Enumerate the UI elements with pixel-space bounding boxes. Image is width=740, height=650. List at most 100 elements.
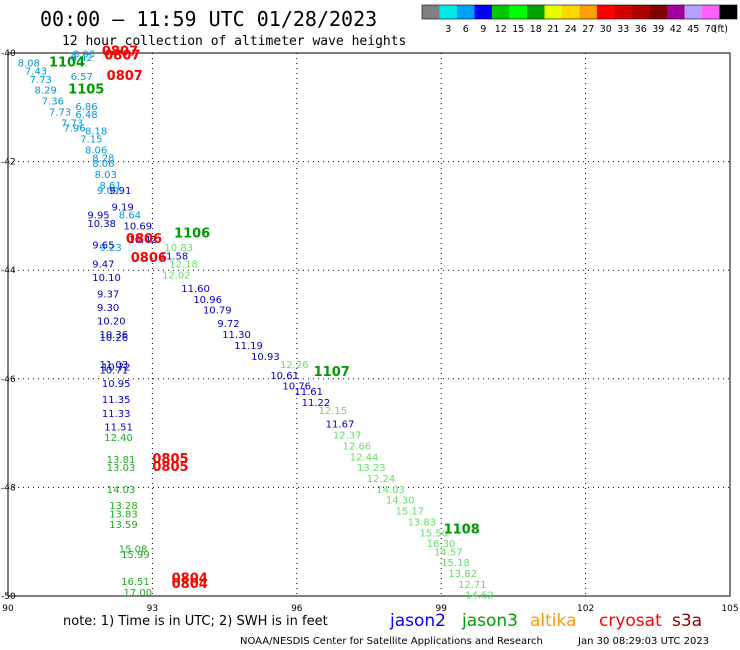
- swh-value: 13.28: [109, 501, 138, 512]
- colorbar-swatch: [649, 5, 667, 19]
- swh-value: 10.83: [164, 243, 193, 254]
- swh-value: 12.44: [350, 452, 379, 463]
- swh-value: 15.17: [395, 507, 424, 518]
- plot-frame: [7, 52, 731, 597]
- x-tick-label: 99: [435, 604, 447, 614]
- track-pass-label: 1108: [444, 523, 480, 538]
- swh-value: 10.93: [251, 352, 280, 363]
- track-pass-label: 0805: [152, 460, 188, 475]
- swh-value: 8.18: [85, 126, 107, 137]
- y-tick-label: -40: [1, 49, 16, 59]
- swh-value: 11.30: [222, 330, 251, 341]
- legend-cryosat: cryosat: [599, 611, 662, 631]
- track-pass-label: 0806: [126, 232, 162, 247]
- colorbar-label: 18: [530, 24, 542, 35]
- swh-value: 14.62: [465, 591, 494, 602]
- series-group: 10.6910.4211.5811.6010.9610.799.7211.301…: [124, 221, 355, 430]
- legend-jason3: jason3: [461, 611, 518, 631]
- track-pass-label: 0805: [152, 452, 188, 467]
- track-pass-label: 0807: [104, 49, 140, 64]
- chart-title: 00:00 – 11:59 UTC 01/28/2023: [40, 7, 377, 31]
- colorbar-label: 21: [547, 24, 559, 35]
- x-tick-label: 105: [721, 604, 738, 614]
- swh-value: 7.43: [25, 67, 47, 78]
- swh-value: 12.02: [162, 270, 191, 281]
- swh-value: 8.28: [92, 154, 114, 165]
- swh-value: 9.65: [92, 240, 114, 251]
- legend-altika: altika: [530, 611, 577, 631]
- swh-value: 11.58: [160, 251, 189, 262]
- swh-value: 11.33: [102, 409, 131, 420]
- swh-value: 9.19: [111, 202, 133, 213]
- swh-value: 12.71: [458, 580, 487, 591]
- track-pass-label: 0806: [131, 251, 167, 266]
- colorbar-legend: 3 6 9 12 15 18 21 24 27 30 33 36 39 42 45 70(ft): [421, 4, 738, 35]
- footer-timestamp: Jan 30 08:29:03 UTC 2023: [577, 636, 709, 647]
- swh-value: 11.35: [102, 395, 131, 406]
- swh-value: 12.66: [343, 441, 372, 452]
- colorbar-label: 24: [565, 24, 577, 35]
- swh-value: 16.30: [427, 539, 456, 550]
- chart-subtitle: 12 hour collection of altimeter wave hei…: [62, 34, 406, 49]
- colorbar-swatch: [667, 5, 685, 19]
- swh-value: 10.69: [124, 221, 153, 232]
- swh-value: 9.23: [99, 243, 121, 254]
- swh-value: 7.73: [30, 75, 52, 86]
- swh-value: 12.26: [280, 360, 309, 371]
- swh-value: 13.03: [107, 463, 136, 474]
- swh-value: 11.19: [234, 341, 263, 352]
- colorbar-label: 6: [463, 24, 469, 35]
- colorbar-swatch: [597, 5, 615, 19]
- swh-value: 12.18: [169, 259, 198, 270]
- swh-value: 10.95: [102, 379, 131, 390]
- swh-value: 12.24: [367, 474, 396, 485]
- swh-value: 11.67: [326, 420, 355, 431]
- swh-value: 8.93: [73, 49, 95, 60]
- swh-value-layer: 8.938.428.087.43 6.577.738.297.36 6.867.73…: [18, 45, 494, 602]
- track-pass-label: 0804: [172, 577, 208, 592]
- colorbar-label: 30: [600, 24, 612, 35]
- colorbar-label: 33: [617, 24, 629, 35]
- swh-value: 10.72: [102, 363, 131, 374]
- track-pass-label: 1105: [68, 83, 104, 98]
- colorbar-unit: (ft): [714, 24, 728, 35]
- y-tick-label: -50: [1, 592, 16, 602]
- colorbar-swatch: [632, 5, 650, 19]
- swh-value: 10.20: [97, 317, 126, 328]
- swh-value: 13.83: [408, 517, 437, 528]
- swh-value: 7.15: [80, 135, 102, 146]
- colorbar-label: 36: [635, 24, 647, 35]
- colorbar-swatch: [702, 5, 720, 19]
- x-tick-label: 93: [147, 604, 158, 614]
- swh-value: 10.10: [92, 273, 121, 284]
- series-group: 8.938.428.087.43 6.577.738.297.36 6.867.73…: [18, 49, 141, 254]
- swh-value: 11.60: [181, 284, 210, 295]
- swh-value: 10.71: [99, 365, 128, 376]
- swh-value: 6.48: [75, 110, 97, 121]
- colorbar-label: 45: [687, 24, 699, 35]
- swh-value: 9.37: [97, 289, 119, 300]
- swh-value: 13.83: [109, 509, 138, 520]
- swh-value: 15.18: [441, 558, 470, 569]
- swh-value: 10.36: [99, 330, 128, 341]
- x-tick-label: 102: [577, 604, 594, 614]
- swh-value: 15.08: [119, 545, 148, 556]
- x-tick-label: 96: [291, 604, 303, 614]
- swh-value: 8.06: [85, 145, 107, 156]
- swh-value: 12.40: [104, 433, 133, 444]
- swh-value: 9.09: [97, 186, 119, 197]
- colorbar-swatch: [492, 5, 510, 19]
- swh-value: 13.23: [357, 463, 386, 474]
- swh-value: 12.15: [318, 406, 347, 417]
- plot-area: 90 93 96 99 102 105 -40 -42 -44 -46 -48 -50 8.938.42…: [1, 45, 739, 614]
- swh-value: 10.42: [128, 235, 157, 246]
- legend-jason2: jason2: [389, 611, 446, 631]
- colorbar-label: 27: [582, 24, 594, 35]
- track-pass-label: 0804: [172, 571, 208, 586]
- swh-value: 11.22: [302, 398, 331, 409]
- swh-value: 14.30: [386, 496, 415, 507]
- swh-value: 7.73: [61, 118, 83, 129]
- colorbar-label: 9: [480, 24, 486, 35]
